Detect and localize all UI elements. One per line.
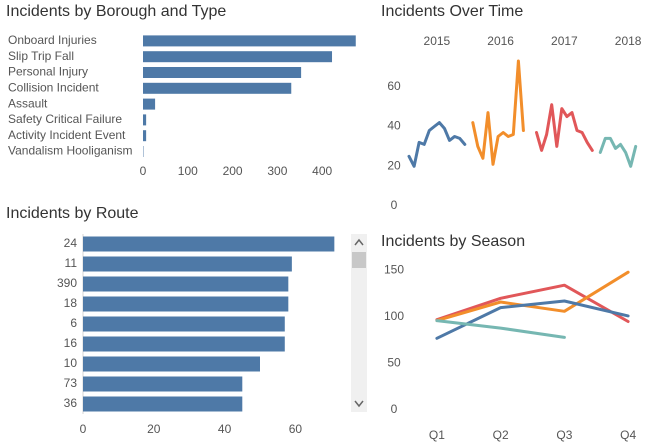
chart-title: Incidents by Season	[381, 233, 525, 250]
x-tick-label: Q4	[620, 428, 636, 442]
line	[435, 319, 566, 339]
y-tick-label: 24	[64, 236, 78, 250]
line	[598, 136, 638, 168]
panel-header: 2015	[424, 34, 451, 48]
chart-title: Incidents Over Time	[381, 3, 523, 20]
y-tick-label: Collision Incident	[8, 80, 99, 94]
panel-header: 2018	[615, 34, 642, 48]
y-tick-label: Activity Incident Event	[8, 128, 126, 142]
y-tick-label: Slip Trip Fall	[8, 49, 74, 63]
line	[535, 103, 594, 152]
y-tick-label: 150	[384, 262, 404, 276]
y-tick-label: 390	[57, 276, 77, 290]
y-tick-label: 16	[64, 336, 78, 350]
bar	[83, 376, 243, 392]
bar	[143, 67, 302, 78]
x-tick-label: 200	[223, 164, 243, 178]
y-tick-label: Assault	[8, 96, 48, 110]
bar	[83, 256, 292, 272]
y-tick-label: 60	[387, 79, 401, 93]
chart-title: Incidents by Borough and Type	[6, 3, 226, 20]
line	[471, 59, 525, 166]
y-tick-label: Personal Injury	[8, 65, 88, 79]
scroll-thumb[interactable]	[352, 252, 366, 268]
x-tick-label: Q2	[493, 428, 509, 442]
x-tick-label: 300	[267, 164, 287, 178]
x-tick-label: 0	[140, 164, 147, 178]
bar	[83, 296, 289, 312]
y-tick-label: 11	[65, 256, 78, 270]
panel-header: 2016	[487, 34, 514, 48]
y-tick-label: 36	[64, 396, 78, 410]
x-tick-label: 100	[178, 164, 198, 178]
y-tick-label: 18	[64, 296, 78, 310]
y-tick-label: Vandalism Hooliganism	[8, 144, 133, 158]
x-tick-label: 0	[80, 422, 87, 436]
line	[435, 283, 630, 323]
y-tick-label: 0	[391, 402, 398, 416]
bar	[143, 35, 356, 47]
chart-title: Incidents by Route	[6, 205, 139, 222]
y-tick-label: Onboard Injuries	[8, 33, 97, 47]
y-tick-label: 10	[64, 356, 78, 370]
y-tick-label: 100	[384, 309, 404, 323]
x-tick-label: 60	[289, 422, 303, 436]
y-tick-label: 6	[70, 316, 77, 330]
bar	[143, 82, 292, 94]
x-tick-label: 20	[147, 422, 161, 436]
bar	[83, 356, 260, 372]
y-tick-label: 73	[64, 376, 78, 390]
bar	[143, 130, 147, 142]
bar	[143, 51, 333, 63]
line	[435, 270, 630, 323]
bar	[143, 114, 147, 126]
x-tick-label: 40	[218, 422, 232, 436]
y-tick-label: 20	[387, 158, 401, 172]
y-tick-label: 0	[391, 198, 398, 212]
bar	[83, 396, 243, 412]
scroll-up[interactable]	[354, 238, 364, 246]
bar	[83, 276, 289, 292]
bar	[83, 236, 335, 252]
bar	[83, 336, 285, 352]
scroll-track[interactable]	[351, 234, 367, 412]
panel-header: 2017	[551, 34, 578, 48]
bar	[83, 316, 285, 332]
x-tick-label: Q3	[556, 428, 572, 442]
bar	[143, 98, 156, 110]
line	[407, 121, 467, 168]
scroll-down[interactable]	[354, 400, 364, 408]
y-tick-label: 40	[387, 119, 401, 133]
y-tick-label: Safety Critical Failure	[8, 112, 122, 126]
y-tick-label: 50	[387, 356, 401, 370]
x-tick-label: Q1	[429, 428, 445, 442]
scrollbar[interactable]	[351, 234, 367, 412]
x-tick-label: 400	[312, 164, 332, 178]
